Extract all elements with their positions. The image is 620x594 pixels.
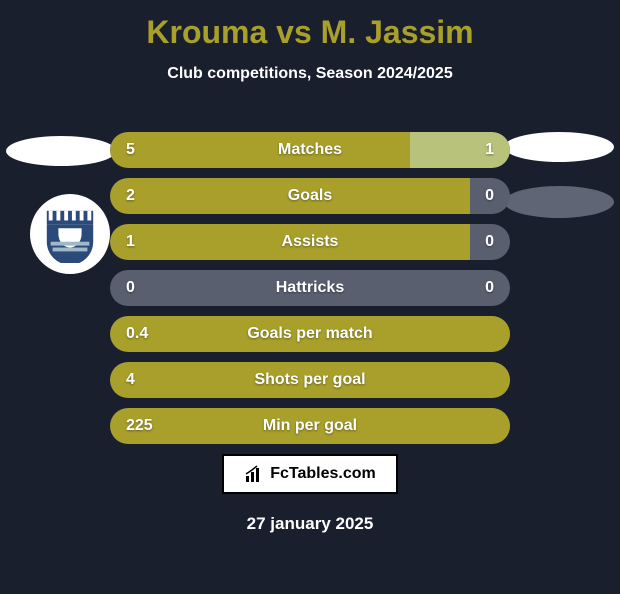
stat-label: Hattricks — [110, 270, 510, 306]
stat-label: Min per goal — [110, 408, 510, 444]
stat-row: Min per goal225 — [110, 408, 510, 444]
stat-row: Matches5 1 — [110, 132, 510, 168]
chart-icon — [244, 464, 264, 484]
stat-row: Goals2 0 — [110, 178, 510, 214]
stat-value-left: 5 — [126, 132, 135, 168]
stat-label: Goals — [110, 178, 510, 214]
stat-value-left: 2 — [126, 178, 135, 214]
club-logo-left — [30, 194, 110, 274]
stat-value-left: 0.4 — [126, 316, 148, 352]
footer-brand-badge[interactable]: FcTables.com — [222, 454, 398, 494]
stat-row: Goals per match0.4 — [110, 316, 510, 352]
team-badge-left — [6, 136, 116, 166]
stat-value-right: 0 — [485, 178, 494, 214]
stat-value-right: 0 — [485, 270, 494, 306]
stat-rows: Matches51Goals20Assists10Hattricks00Goal… — [110, 132, 510, 454]
footer-brand-text: FcTables.com — [270, 465, 376, 483]
stat-row: Hattricks0 0 — [110, 270, 510, 306]
stat-label: Assists — [110, 224, 510, 260]
stat-value-left: 1 — [126, 224, 135, 260]
team-badge-right-2 — [504, 186, 614, 218]
stat-row: Assists1 0 — [110, 224, 510, 260]
page-subtitle: Club competitions, Season 2024/2025 — [0, 65, 620, 83]
stat-row: Shots per goal4 — [110, 362, 510, 398]
stat-label: Goals per match — [110, 316, 510, 352]
stat-value-right: 0 — [485, 224, 494, 260]
stat-value-left: 225 — [126, 408, 153, 444]
stat-label: Matches — [110, 132, 510, 168]
stat-value-left: 0 — [126, 270, 135, 306]
club-crest-icon — [41, 205, 99, 263]
stat-value-left: 4 — [126, 362, 135, 398]
page-title: Krouma vs M. Jassim — [0, 14, 620, 51]
stat-value-right: 1 — [485, 132, 494, 168]
team-badge-right-1 — [504, 132, 614, 162]
footer-date: 27 january 2025 — [0, 514, 620, 534]
stat-label: Shots per goal — [110, 362, 510, 398]
